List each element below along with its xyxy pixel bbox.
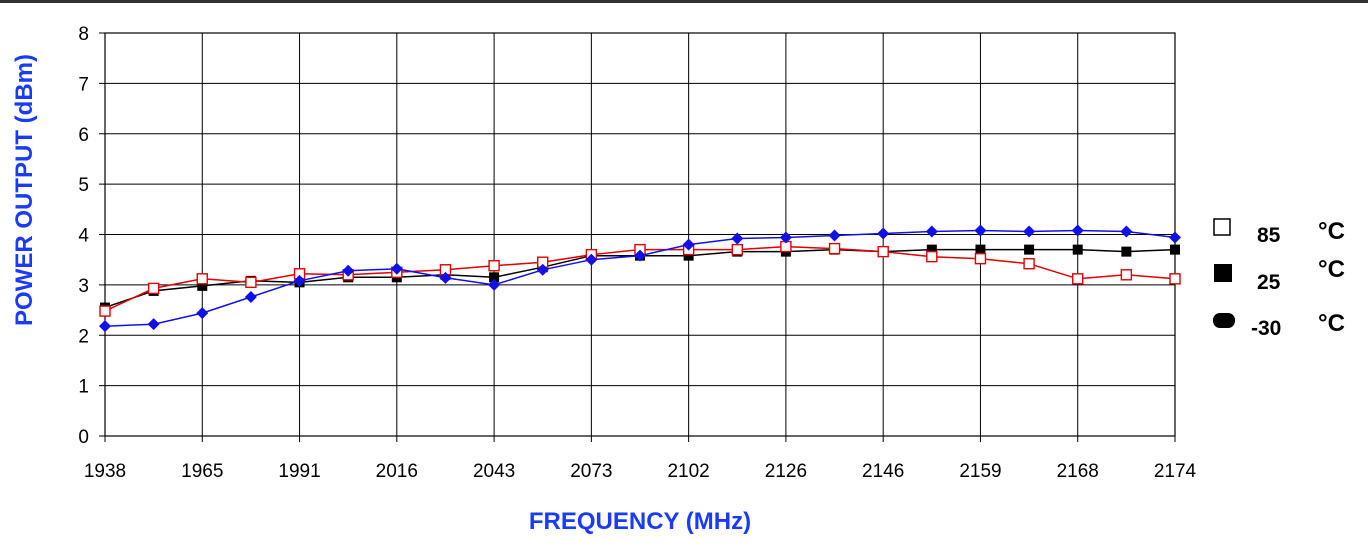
data-point (1071, 224, 1084, 237)
rounded-marker-icon (1213, 313, 1235, 328)
data-point (489, 272, 500, 283)
data-point (1170, 244, 1180, 255)
y-axis-title: POWER OUTPUT (dBm) (11, 54, 38, 326)
open-square-icon (1213, 218, 1231, 236)
data-point (683, 250, 694, 261)
data-point (926, 250, 938, 263)
y-tick-label: 0 (78, 427, 89, 448)
x-tick-label: 1938 (84, 461, 126, 482)
filled-square-icon (1214, 264, 1232, 282)
data-point (439, 271, 452, 284)
legend-unit-25: °C (1318, 256, 1345, 283)
data-point (147, 318, 160, 331)
data-point (244, 290, 257, 303)
x-tick-label: 1991 (278, 461, 320, 482)
legend-label-minus-30: -30 (1251, 317, 1281, 340)
x-tick-labels: 1938 1965 1991 2016 2043 2073 2102 2126 2146 2159… (84, 461, 1197, 482)
grid-lines (99, 32, 1176, 442)
x-tick-label: 1965 (181, 461, 223, 482)
x-tick-label: 2073 (570, 461, 612, 482)
data-point (293, 274, 306, 287)
data-point (682, 238, 695, 251)
legend: 85 °C 25 °C -30 °C (1213, 218, 1345, 340)
y-tick-labels: 0 1 2 3 4 5 6 7 8 (78, 24, 89, 448)
data-point (1169, 273, 1181, 285)
data-point (1120, 225, 1133, 238)
data-point (634, 249, 646, 262)
x-tick-label: 2174 (1154, 461, 1197, 482)
data-point (488, 260, 500, 272)
data-point (828, 229, 841, 242)
data-point (1024, 244, 1035, 255)
legend-unit-85: °C (1318, 218, 1345, 245)
x-tick-label: 2146 (862, 461, 904, 482)
legend-unit-minus-30: °C (1318, 310, 1345, 337)
data-point (731, 243, 743, 256)
top-border (0, 0, 1368, 3)
x-tick-label: 2159 (959, 461, 1001, 482)
y-tick-label: 6 (78, 125, 89, 146)
y-tick-label: 5 (78, 175, 89, 196)
y-tick-label: 7 (78, 74, 89, 95)
legend-entry-85: 85 °C (1213, 218, 1345, 247)
legend-entry-minus-30: -30 °C (1213, 310, 1345, 340)
data-point (196, 307, 209, 320)
data-point (245, 276, 257, 289)
y-tick-label: 2 (78, 326, 89, 347)
data-point (975, 244, 986, 255)
data-point (877, 245, 889, 258)
data-point (925, 225, 938, 238)
x-axis-title: FREQUENCY (MHz) (529, 508, 751, 535)
data-point (536, 263, 549, 276)
data-point (1023, 225, 1036, 238)
y-tick-label: 8 (78, 24, 89, 45)
legend-entry-25: 25 °C (1214, 256, 1345, 294)
data-point (1072, 244, 1083, 255)
data-point (99, 305, 111, 317)
legend-label-85: 85 (1257, 224, 1281, 247)
data-point (877, 227, 890, 240)
x-tick-label: 2016 (376, 461, 418, 482)
x-tick-label: 2126 (765, 461, 807, 482)
data-point (779, 231, 792, 244)
data-point (147, 282, 160, 295)
data-point (99, 320, 111, 333)
data-point (197, 280, 208, 291)
x-tick-label: 2102 (667, 461, 709, 482)
y-tick-label: 3 (78, 276, 89, 297)
data-point (974, 224, 987, 237)
data-point (926, 244, 937, 255)
data-point (1169, 231, 1181, 244)
x-tick-label: 2168 (1057, 461, 1099, 482)
data-point (731, 232, 744, 245)
data-point (1120, 269, 1133, 281)
data-point (196, 273, 208, 285)
y-tick-label: 1 (78, 377, 89, 398)
data-point (1121, 246, 1132, 257)
data-point (488, 278, 501, 291)
legend-label-25: 25 (1257, 271, 1281, 294)
data-point (342, 264, 355, 277)
data-point (828, 242, 841, 255)
data-point (585, 253, 598, 266)
data-point (390, 262, 403, 275)
series--30 (99, 224, 1181, 333)
data-point (1072, 273, 1084, 285)
data-point (1023, 258, 1035, 270)
y-tick-label: 4 (78, 226, 89, 247)
x-tick-label: 2043 (473, 461, 515, 482)
data-point (974, 252, 987, 265)
series-lines (99, 224, 1181, 333)
